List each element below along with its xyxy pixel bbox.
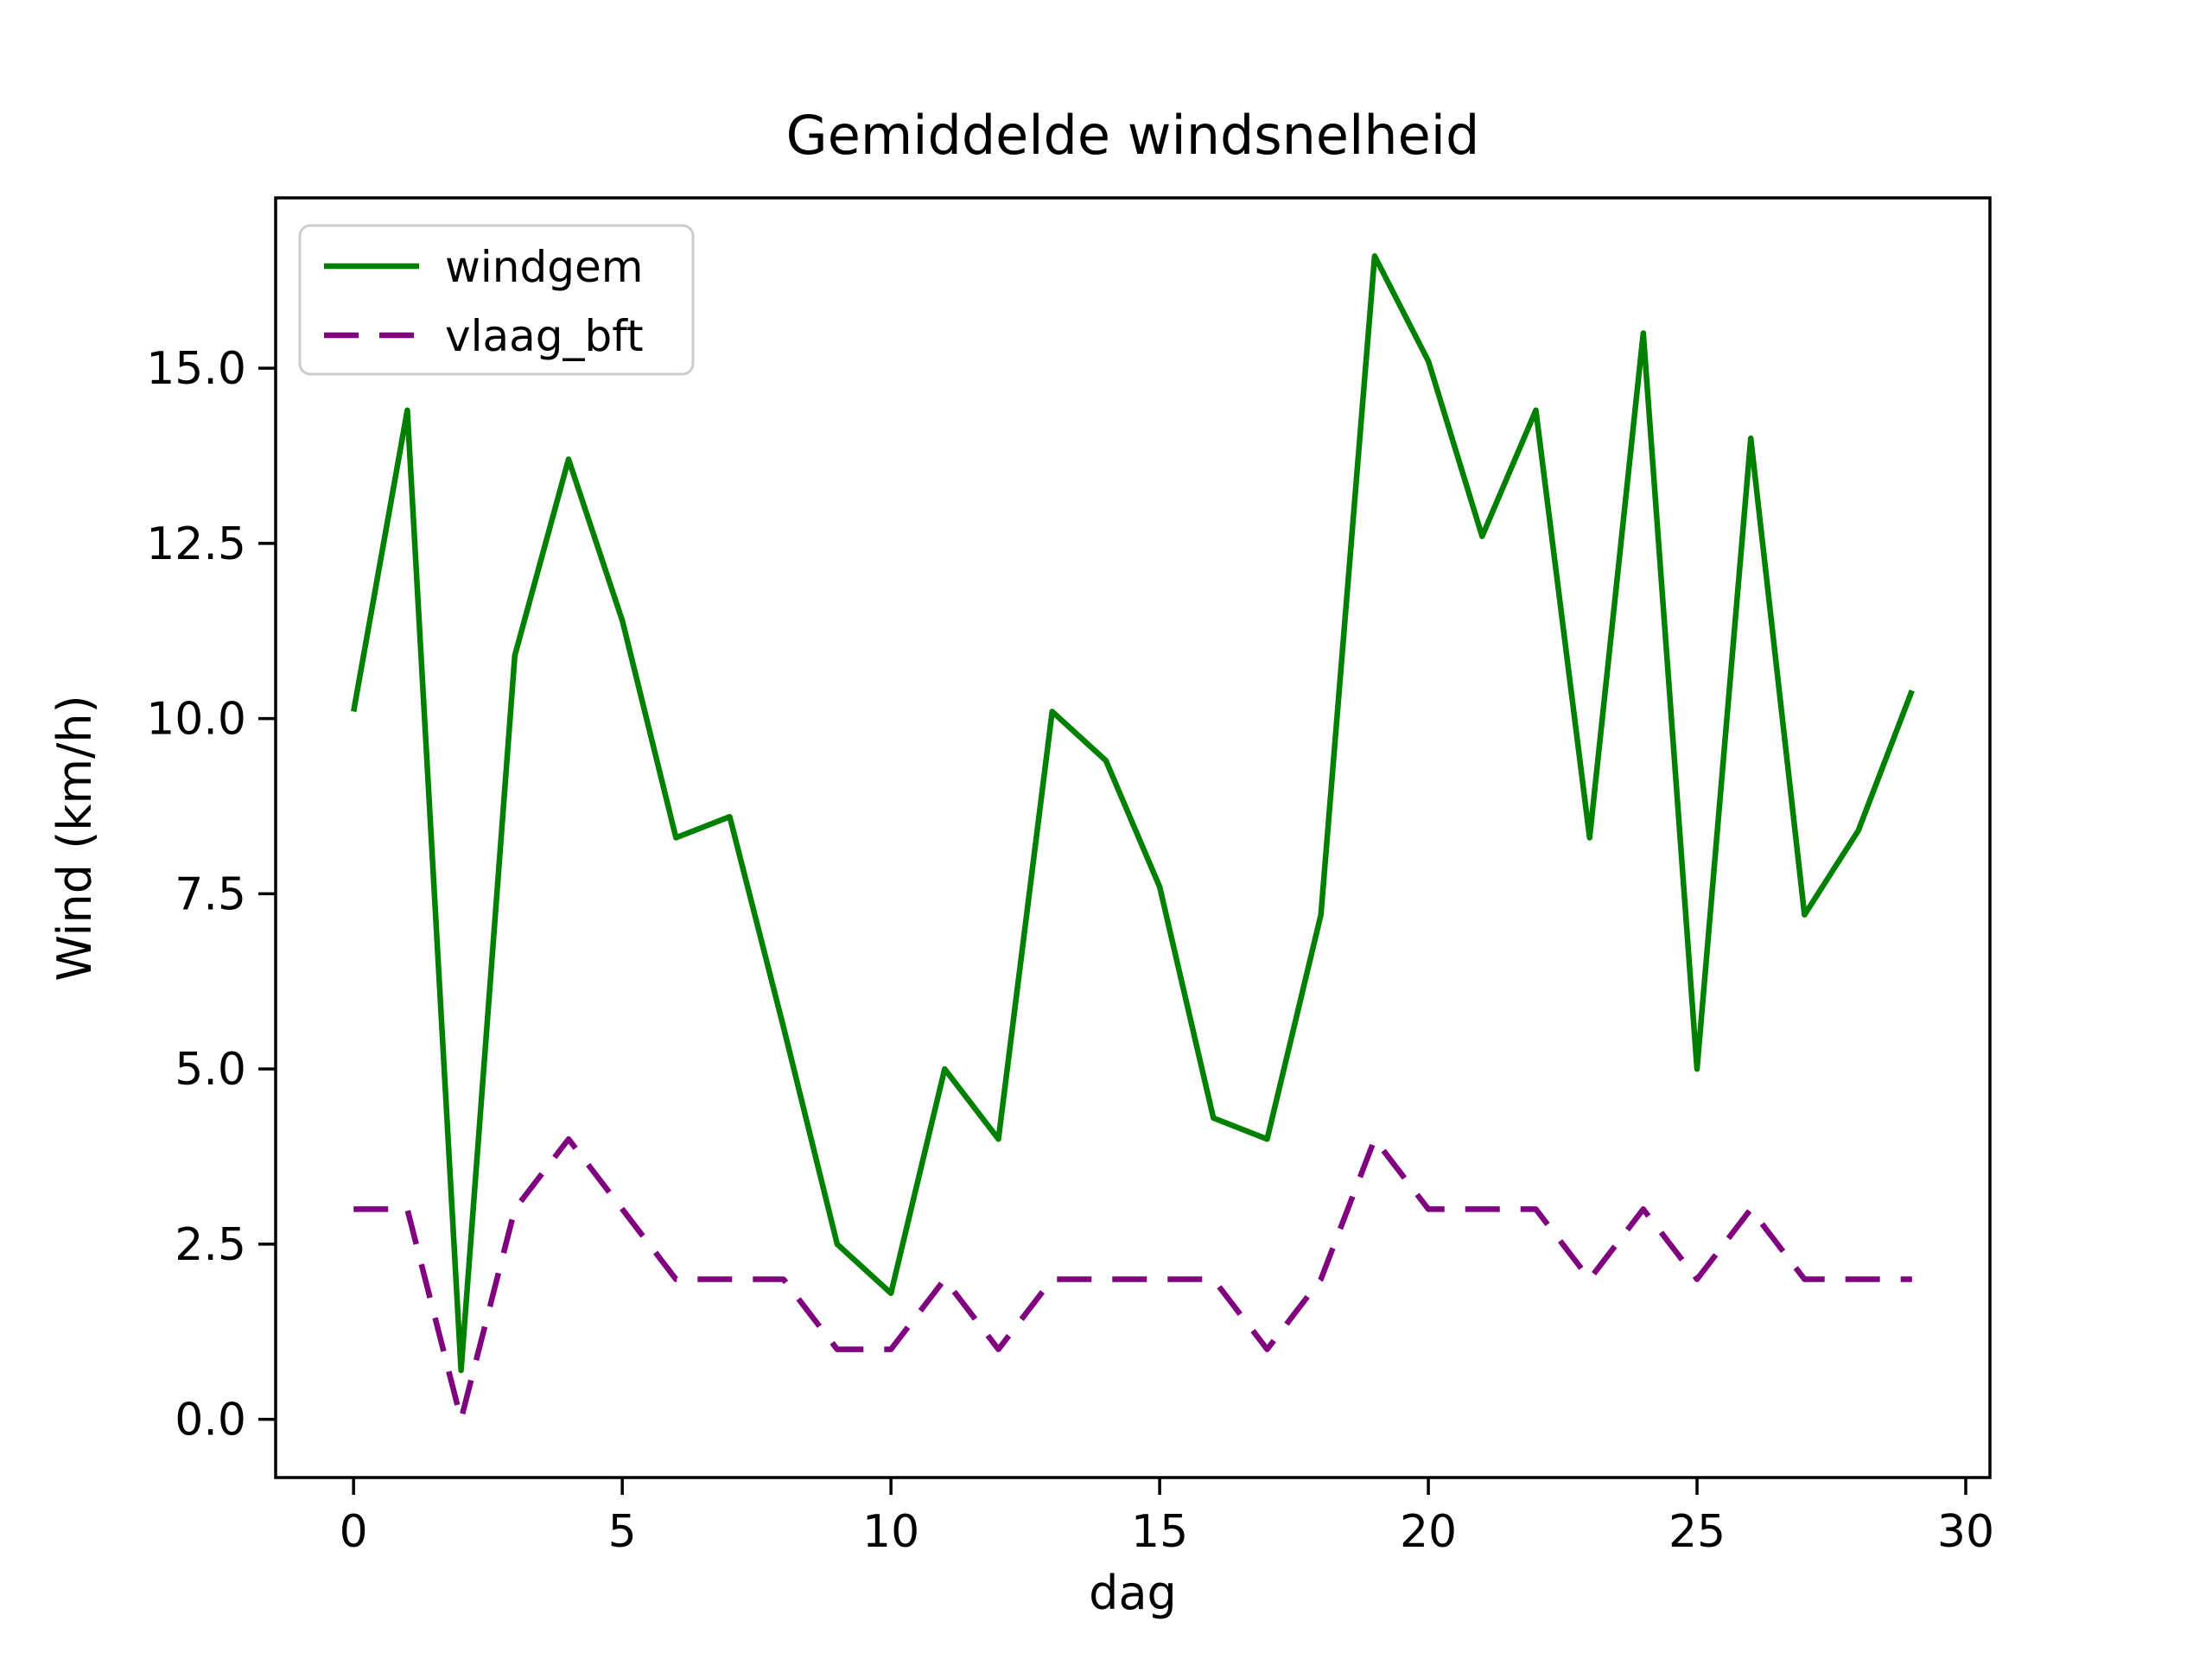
- x-tick-label: 25: [1669, 1506, 1726, 1558]
- y-axis: 0.0 2.5 5.0 7.5 10.0 12.5 15.0: [146, 343, 276, 1446]
- x-tick-label: 20: [1400, 1506, 1457, 1558]
- series-group: [351, 253, 1915, 1422]
- plot-border: [274, 196, 1992, 1479]
- y-tick-label: 10.0: [146, 694, 246, 746]
- x-tick-label: 0: [340, 1506, 368, 1558]
- series-line-vlaag_bft: [353, 1136, 1912, 1422]
- y-tick-label: 12.5: [146, 518, 246, 570]
- legend-label-vlaag-bft: vlaag_bft: [445, 311, 644, 361]
- chart-title: Gemiddelde windsnelheid: [786, 104, 1480, 167]
- y-tick-label: 5.0: [175, 1044, 246, 1096]
- x-axis: 0 5 10 15 20 25 30: [340, 1478, 1994, 1558]
- legend: windgem vlaag_bft: [298, 224, 695, 376]
- y-tick-label: 15.0: [146, 343, 246, 395]
- y-tick-label: 2.5: [175, 1219, 246, 1271]
- x-tick-label: 30: [1937, 1506, 1994, 1558]
- x-tick-label: 10: [862, 1506, 919, 1558]
- legend-label-windgem: windgem: [445, 242, 643, 292]
- x-tick-label: 5: [608, 1506, 637, 1558]
- y-axis-label: Wind (km/h): [48, 695, 102, 981]
- y-tick-label: 7.5: [175, 868, 246, 920]
- y-tick-label: 0.0: [175, 1395, 246, 1446]
- x-tick-label: 15: [1131, 1506, 1188, 1558]
- x-axis-label: dag: [1089, 1566, 1177, 1620]
- series-line-windgem: [351, 253, 1915, 1374]
